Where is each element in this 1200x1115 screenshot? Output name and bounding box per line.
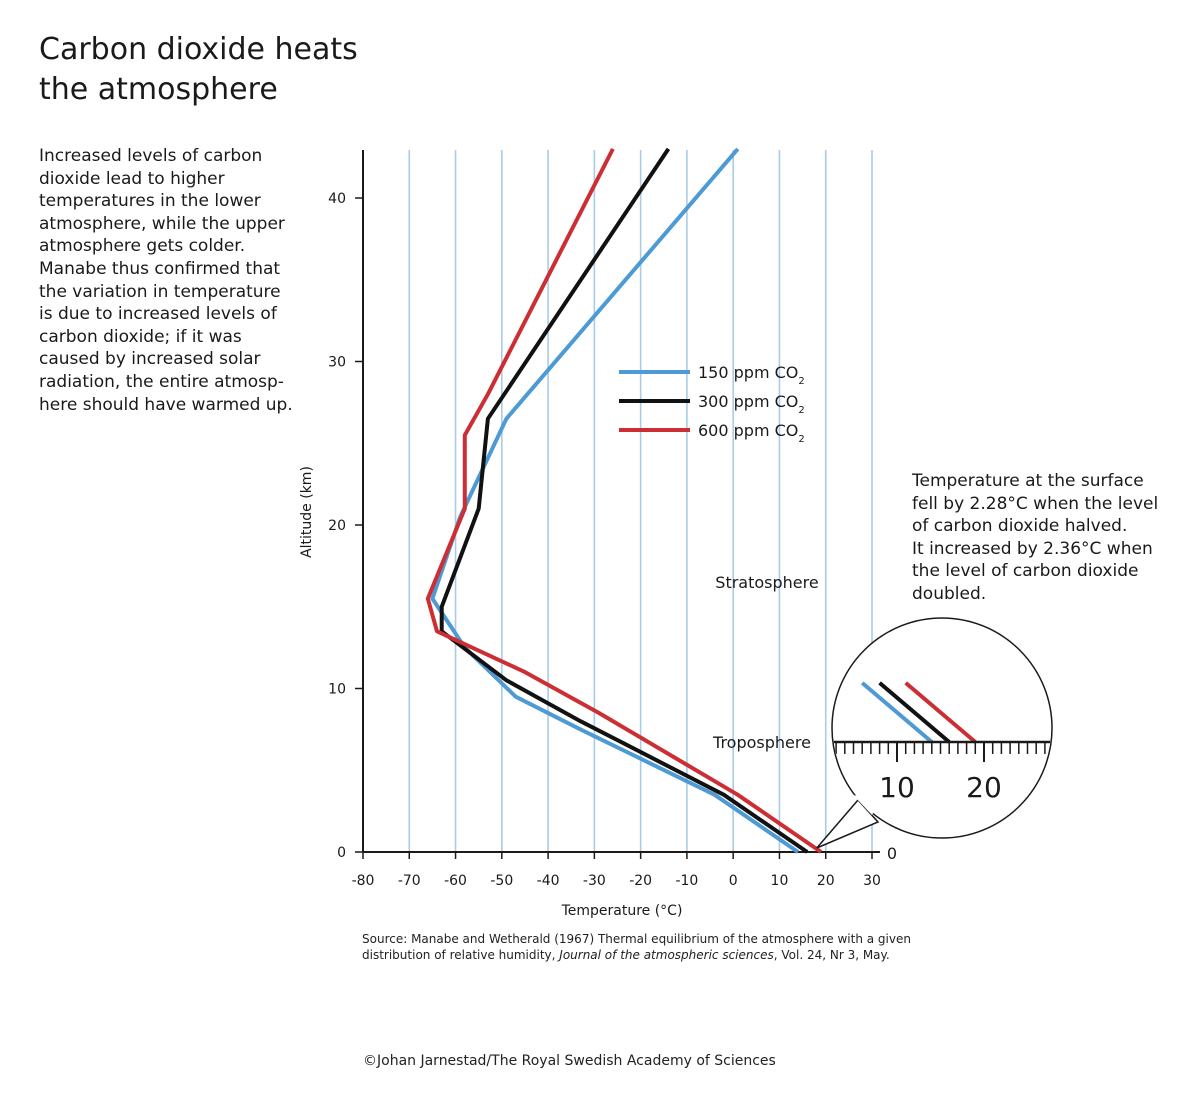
chart-labels: Temperature (°C) Altitude (km) Stratospher… [299,466,819,919]
intro-line: Manabe thus confirmed that [39,258,281,279]
x-tick-label: -50 [490,873,513,889]
surface-zero-label: 0 [887,844,897,863]
series-lines [425,147,823,854]
intro-line: the variation in temperature [39,281,281,302]
inset-content [833,681,1051,762]
note-line: the level of carbon dioxide [912,561,1139,582]
inset-pointer [816,798,880,849]
x-tick-label: 10 [771,873,789,889]
note-line: of carbon dioxide halved. [912,516,1128,537]
intro-line: caused by increased solar [39,349,261,370]
x-tick-label: 0 [729,873,738,889]
credit-line: ©Johan Jarnestad/The Royal Swedish Acade… [363,1053,776,1069]
source-line-1: Source: Manabe and Wetherald (1967) Ther… [362,932,911,946]
legend-label: 600 ppm CO2 [698,421,805,445]
note-line: It increased by 2.36°C when [912,538,1153,559]
intro-line: radiation, the entire atmosp- [39,371,284,392]
legend-label: 300 ppm CO2 [698,392,805,416]
intro-line: dioxide lead to higher [39,168,225,189]
y-tick-label: 10 [328,682,346,698]
inset-pointer-mask [853,795,880,815]
troposphere-label: Troposphere [712,733,811,752]
surface-temperature-note: Temperature at the surface fell by 2.28°… [912,470,1192,606]
y-tick-label: 20 [328,518,346,534]
source-line-2-prefix: distribution of relative humidity, [362,948,560,962]
page-title: Carbon dioxide heats the atmosphere [39,30,379,110]
legend-subscript: 2 [798,434,804,445]
note-line: Temperature at the surface [912,471,1144,491]
x-tick-label: 20 [817,873,835,889]
x-tick-label: -30 [583,873,606,889]
zoom-inset: 10 20 0 [816,617,1053,863]
source-citation: Source: Manabe and Wetherald (1967) Ther… [362,931,911,963]
y-tick-label: 40 [328,191,346,207]
legend-subscript: 2 [798,405,804,416]
source-line-2-suffix: , Vol. 24, Nr 3, May. [773,948,890,962]
x-tick-label: -10 [675,873,698,889]
x-tick-label: -80 [352,873,375,889]
x-tick-label: -70 [398,873,421,889]
x-tick-label: -40 [537,873,560,889]
x-tick-label: 30 [863,873,881,889]
intro-text: Increased levels of carbon dioxide lead … [39,145,299,416]
legend-subscript: 2 [798,376,804,387]
y-axis-title: Altitude (km) [299,466,315,558]
intro-line: atmosphere gets colder. [39,236,246,257]
intro-line: Increased levels of carbon [39,146,263,166]
intro-line: carbon dioxide; if it was [39,326,242,347]
inset-tick-label: 10 [879,771,915,804]
inset-series-line [904,681,977,744]
inset-series-line [860,681,934,744]
intro-line: temperatures in the lower [39,191,261,212]
x-axis-title: Temperature (°C) [561,903,683,919]
note-line: fell by 2.28°C when the level [912,493,1159,514]
x-tick-label: -60 [444,873,467,889]
y-tick-label: 30 [328,355,346,371]
x-tick-label: -20 [629,873,652,889]
intro-line: atmosphere, while the upper [39,213,285,234]
stratosphere-label: Stratosphere [715,573,818,592]
legend: 150 ppm CO2 300 ppm CO2 600 ppm CO2 [619,363,805,445]
legend-label: 150 ppm CO2 [698,363,805,387]
source-journal: Journal of the atmospheric sciences [559,948,774,962]
y-tick-label: 0 [337,845,346,861]
title-line: the atmosphere [39,72,278,107]
title-line: Carbon dioxide heats [39,32,358,67]
chart-axes: -80 -70 -60 -50 -40 -30 -20 -10 0 10 20 30 0 10 20 30 40 [328,150,881,889]
inset-series-line [878,681,951,744]
inset-circle [831,617,1053,839]
note-line: doubled. [912,583,987,604]
intro-line: is due to increased levels of [39,304,277,325]
inset-tick-label: 20 [966,771,1002,804]
intro-line: here should have warmed up. [39,394,293,415]
series-line [425,147,823,854]
